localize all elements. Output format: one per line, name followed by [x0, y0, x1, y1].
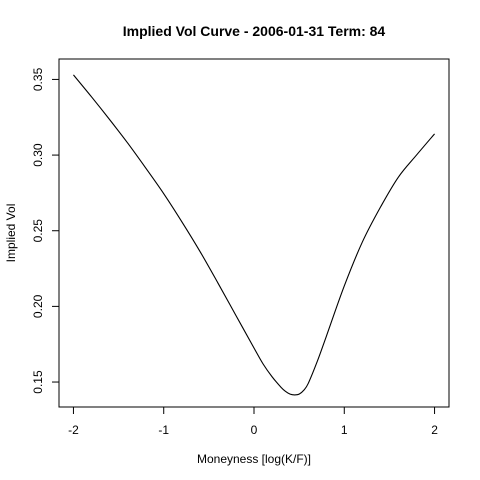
x-tick-label: 0 — [251, 423, 258, 437]
chart-title: Implied Vol Curve - 2006-01-31 Term: 84 — [123, 23, 386, 39]
y-tick-label: 0.30 — [31, 143, 45, 167]
y-tick-label: 0.25 — [31, 219, 45, 243]
y-tick-label: 0.20 — [31, 294, 45, 318]
x-tick-label: 1 — [341, 423, 348, 437]
y-axis-label: Implied Vol — [4, 204, 18, 263]
series-line — [73, 74, 435, 396]
x-tick-label: -1 — [158, 423, 169, 437]
x-tick-label: -2 — [68, 423, 79, 437]
x-axis-label: Moneyness [log(K/F)] — [197, 452, 311, 466]
x-axis: -2 -1 0 1 2 — [68, 407, 438, 437]
series-layer — [73, 74, 435, 396]
y-tick-label: 0.35 — [31, 67, 45, 91]
x-tick-label: 2 — [431, 423, 438, 437]
y-tick-label: 0.15 — [31, 370, 45, 394]
y-axis: 0.15 0.20 0.25 0.30 0.35 — [31, 67, 59, 394]
